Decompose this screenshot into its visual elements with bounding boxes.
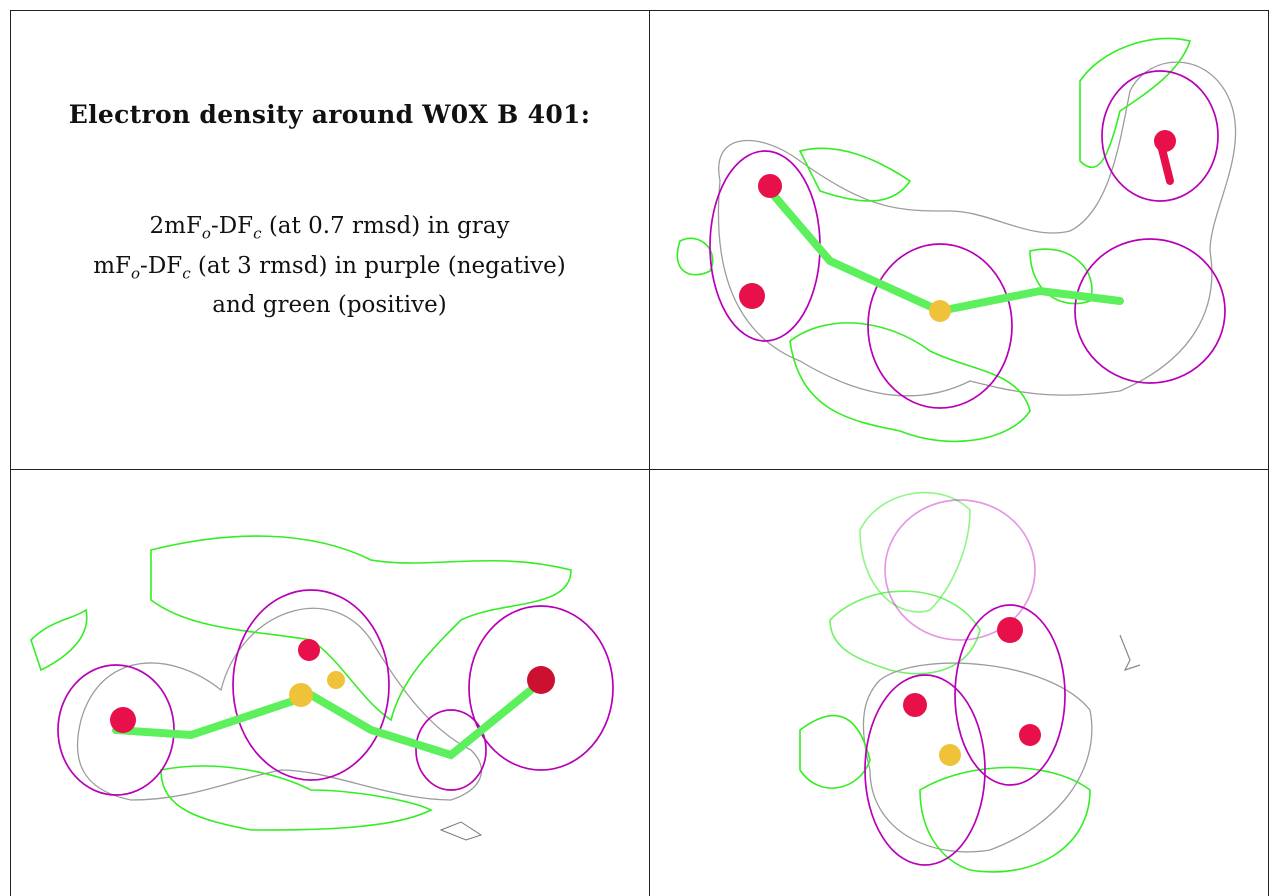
oxygen-atom	[1019, 724, 1041, 746]
sulfur-atom	[929, 300, 951, 322]
density-render-1	[676, 37, 1237, 443]
sulfur-atom	[327, 671, 345, 689]
figure-title: Electron density around W0X B 401:	[68, 100, 591, 129]
oxygen-atom	[527, 666, 555, 694]
legend-line-2fo-dfc: 2mFo-DFc (at 0.7 rmsd) in gray	[149, 213, 510, 243]
density-view-bottom-left	[11, 470, 649, 896]
oxygen-atom	[758, 174, 782, 198]
grid-center-border	[649, 10, 650, 896]
grid-middle-border	[10, 469, 1269, 470]
density-view-top-right	[650, 11, 1268, 469]
caption-cell: Electron density around W0X B 401: 2mFo-…	[10, 10, 649, 469]
grid-top-border	[10, 10, 1269, 11]
density-render-3	[799, 491, 1141, 873]
oxygen-atom	[298, 639, 320, 661]
figure-description: 2mFo-DFc (at 0.7 rmsd) in gray mFo-DFc (…	[10, 210, 649, 321]
oxygen-atom	[903, 693, 927, 717]
grid-left-border	[10, 10, 11, 896]
density-view-bottom-right	[650, 470, 1268, 896]
grid-right-border	[1268, 10, 1269, 896]
sulfur-atom	[939, 744, 961, 766]
legend-line-green: and green (positive)	[212, 292, 447, 319]
bond-chain	[112, 686, 535, 760]
oxygen-atom	[739, 283, 765, 309]
oxygen-atom	[997, 617, 1023, 643]
oxygen-atom	[1154, 130, 1176, 152]
sulfur-atom	[289, 683, 313, 707]
bond-chain	[766, 187, 1124, 316]
density-render-2	[30, 535, 614, 841]
oxygen-atom	[110, 707, 136, 733]
legend-line-fo-dfc: mFo-DFc (at 3 rmsd) in purple (negative)	[93, 252, 566, 283]
